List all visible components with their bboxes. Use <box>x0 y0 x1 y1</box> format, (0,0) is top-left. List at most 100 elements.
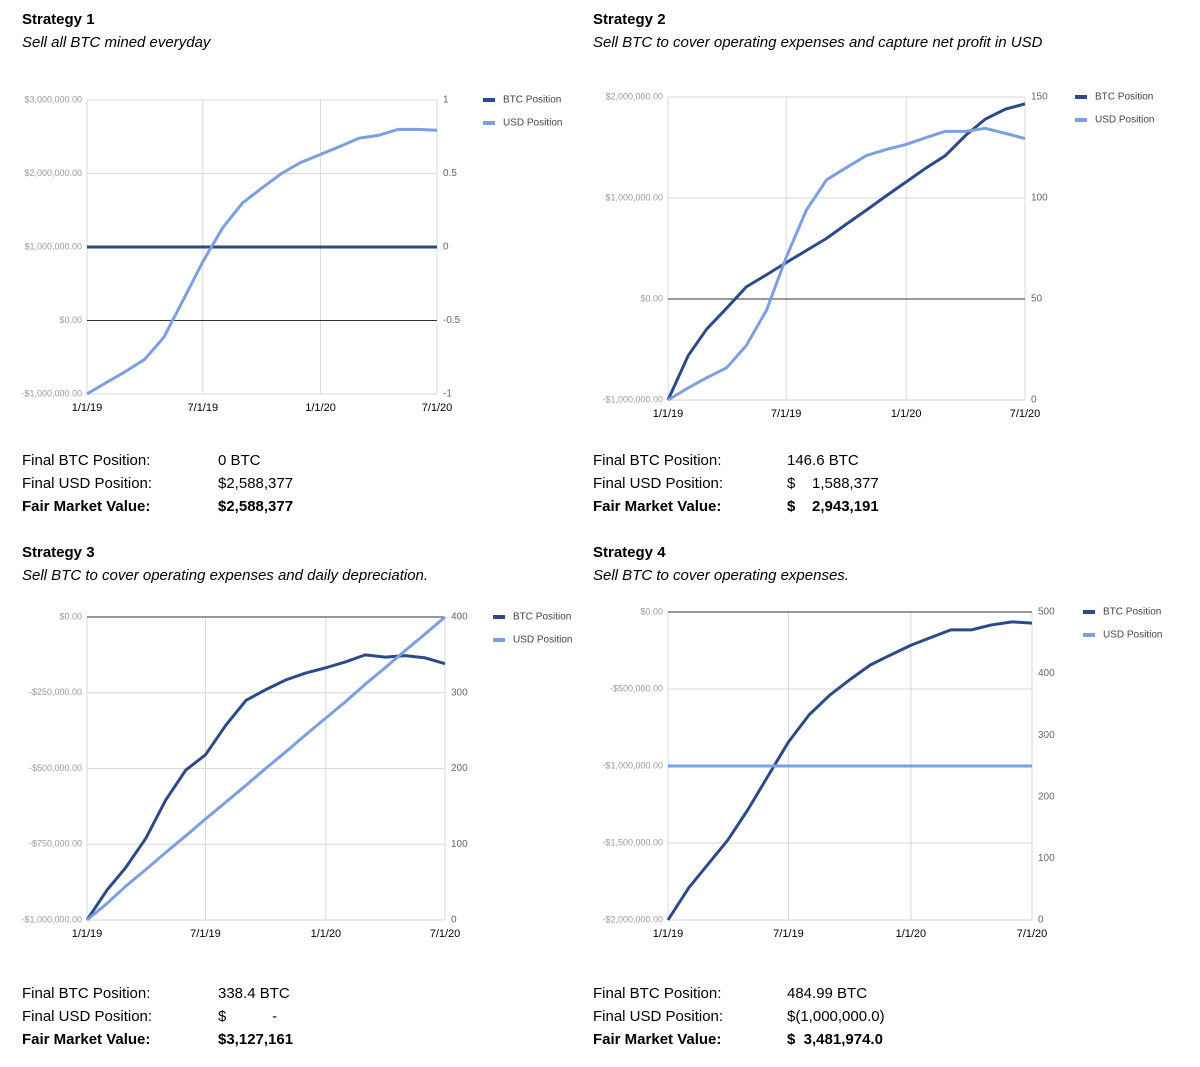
summary-label: Final USD Position: <box>593 1008 723 1025</box>
summary-value: $2,588,377 <box>218 475 293 492</box>
x-tick-label: 7/1/20 <box>422 402 453 414</box>
y2-tick-label: 100 <box>1038 853 1055 864</box>
x-tick-label: 1/1/20 <box>311 928 342 940</box>
y-tick-label: -$1,000,000.00 <box>602 394 663 404</box>
summary-label: Final BTC Position: <box>22 985 150 1002</box>
y2-tick-label: 400 <box>1038 668 1055 679</box>
summary-value: $ 3,481,974.0 <box>787 1031 883 1048</box>
y2-tick-label: 0 <box>443 242 449 253</box>
y2-tick-label: 300 <box>1038 730 1055 741</box>
summary-value: $ 2,943,191 <box>787 498 879 515</box>
chart-subtitle: Sell BTC to cover operating expenses. <box>593 567 849 584</box>
legend-label: BTC Position <box>513 612 571 623</box>
summary-label: Fair Market Value: <box>22 498 150 515</box>
y2-tick-label: 400 <box>451 612 468 623</box>
summary-label: Final BTC Position: <box>593 985 721 1002</box>
series-line <box>666 102 1026 401</box>
x-tick-label: 1/1/19 <box>72 402 103 414</box>
y2-tick-label: 100 <box>451 839 468 850</box>
summary-value: 484.99 BTC <box>787 985 867 1002</box>
y-tick-label: -$500,000.00 <box>29 763 82 773</box>
y-tick-label: -$250,000.00 <box>29 687 82 697</box>
series-line <box>666 620 1033 921</box>
y2-tick-label: 1 <box>443 95 449 106</box>
chart-title: Strategy 3 <box>22 544 95 561</box>
legend-label: BTC Position <box>503 95 561 106</box>
summary-label: Fair Market Value: <box>593 498 721 515</box>
y2-tick-label: 0 <box>1038 915 1044 926</box>
y-tick-label: $0.00 <box>640 293 663 303</box>
y2-tick-label: 0.5 <box>443 168 457 179</box>
y-tick-label: -$750,000.00 <box>29 839 82 849</box>
y2-tick-label: 300 <box>451 687 468 698</box>
y2-tick-label: 50 <box>1031 294 1043 305</box>
summary-label: Fair Market Value: <box>22 1031 150 1048</box>
y-tick-label: $0.00 <box>59 611 82 621</box>
x-tick-label: 1/1/20 <box>891 408 922 420</box>
legend-label: USD Position <box>503 118 562 129</box>
summary-label: Final BTC Position: <box>593 452 721 469</box>
summary-value: $ - <box>218 1008 277 1025</box>
y2-tick-label: 0 <box>451 915 457 926</box>
y-tick-label: -$1,000,000.00 <box>21 914 82 924</box>
y2-tick-label: 0 <box>1031 395 1037 406</box>
series-line <box>86 615 446 922</box>
x-tick-label: 1/1/20 <box>305 402 336 414</box>
y-tick-label: -$500,000.00 <box>610 683 663 693</box>
y2-tick-label: 500 <box>1038 607 1055 618</box>
y2-tick-label: 200 <box>451 763 468 774</box>
y-tick-label: -$1,000,000.00 <box>602 760 663 770</box>
y2-tick-label: -1 <box>443 389 452 400</box>
y-tick-label: -$2,000,000.00 <box>602 914 663 924</box>
x-tick-label: 7/1/20 <box>1010 408 1041 420</box>
chart-title: Strategy 1 <box>22 11 95 28</box>
summary-value: $2,588,377 <box>218 498 293 515</box>
y-tick-label: $1,000,000.00 <box>605 192 663 202</box>
summary-label: Final USD Position: <box>22 475 152 492</box>
x-tick-label: 7/1/20 <box>430 928 461 940</box>
summary-label: Fair Market Value: <box>593 1031 721 1048</box>
series-line <box>667 126 1026 402</box>
legend-label: USD Position <box>1103 630 1162 641</box>
summary-value: $(1,000,000.0) <box>787 1008 885 1025</box>
chart-subtitle: Sell BTC to cover operating expenses and… <box>22 567 428 584</box>
chart-title: Strategy 4 <box>593 544 666 561</box>
legend-label: BTC Position <box>1103 607 1161 618</box>
series-line <box>85 653 446 921</box>
y-tick-label: -$1,500,000.00 <box>602 837 663 847</box>
y-tick-label: -$1,000,000.00 <box>21 388 82 398</box>
series-line <box>86 127 438 396</box>
y-tick-label: $3,000,000.00 <box>24 94 82 104</box>
chart-subtitle: Sell BTC to cover operating expenses and… <box>593 34 1043 51</box>
y-tick-label: $1,000,000.00 <box>24 241 82 251</box>
y-tick-label: $2,000,000.00 <box>605 91 663 101</box>
legend-label: USD Position <box>1095 115 1154 126</box>
x-tick-label: 1/1/19 <box>72 928 103 940</box>
summary-value: 146.6 BTC <box>787 452 859 469</box>
x-tick-label: 1/1/20 <box>896 928 927 940</box>
x-tick-label: 1/1/19 <box>653 408 684 420</box>
summary-value: 0 BTC <box>218 452 261 469</box>
chart-subtitle: Sell all BTC mined everyday <box>22 34 212 51</box>
x-tick-label: 7/1/19 <box>190 928 221 940</box>
summary-value: $3,127,161 <box>218 1031 293 1048</box>
legend-label: USD Position <box>513 635 572 646</box>
legend-label: BTC Position <box>1095 92 1153 103</box>
y2-tick-label: 150 <box>1031 92 1048 103</box>
x-tick-label: 1/1/19 <box>653 928 684 940</box>
summary-value: $ 1,588,377 <box>787 475 879 492</box>
y2-tick-label: -0.5 <box>443 315 461 326</box>
x-tick-label: 7/1/19 <box>773 928 804 940</box>
x-tick-label: 7/1/20 <box>1017 928 1048 940</box>
y-tick-label: $0.00 <box>59 315 82 325</box>
x-tick-label: 7/1/19 <box>188 402 219 414</box>
y2-tick-label: 100 <box>1031 193 1048 204</box>
summary-value: 338.4 BTC <box>218 985 290 1002</box>
summary-label: Final USD Position: <box>22 1008 152 1025</box>
summary-label: Final BTC Position: <box>22 452 150 469</box>
y-tick-label: $2,000,000.00 <box>24 168 82 178</box>
chart-title: Strategy 2 <box>593 11 666 28</box>
summary-label: Final USD Position: <box>593 475 723 492</box>
y2-tick-label: 200 <box>1038 791 1055 802</box>
